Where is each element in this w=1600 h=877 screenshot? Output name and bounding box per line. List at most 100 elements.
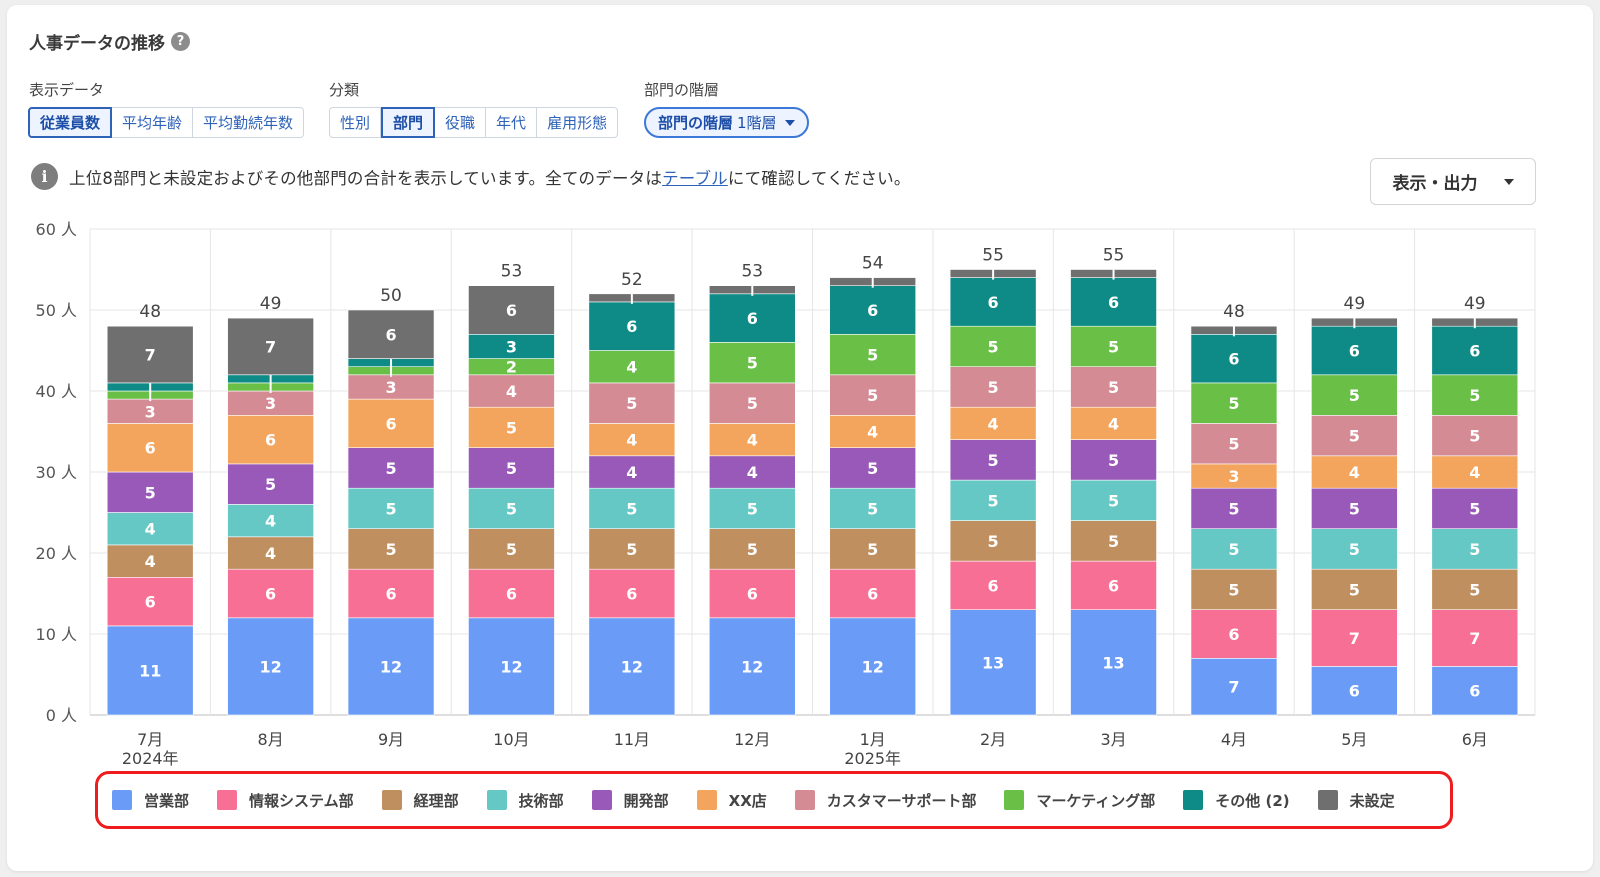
legend-item[interactable]: 営業部 <box>112 790 189 811</box>
legend-item[interactable]: XX店 <box>696 790 767 811</box>
category-option-position[interactable]: 役職 <box>435 107 487 138</box>
bar-segment <box>949 520 1037 562</box>
legend-item[interactable]: マーケティング部 <box>1004 790 1155 811</box>
bar-value-label: 6 <box>626 317 637 336</box>
bar-value-label: 5 <box>867 386 878 405</box>
bar-value-label: 6 <box>1469 342 1480 361</box>
bar-segment <box>227 390 314 416</box>
category-segment: 性別 部門 役職 年代 雇用形態 <box>329 107 619 138</box>
bar-segment <box>1070 560 1157 610</box>
bar-value-label: 5 <box>1349 540 1360 559</box>
bar-value-label: 6 <box>1228 625 1239 644</box>
legend-item[interactable]: 開発部 <box>591 790 669 811</box>
bar-value-label: 4 <box>867 423 878 442</box>
bar-value-label: 5 <box>1228 394 1239 413</box>
bar-segment <box>949 439 1037 481</box>
bar-segment <box>468 406 555 449</box>
bar-value-label: 5 <box>1108 451 1119 470</box>
bar-total-label: 54 <box>862 254 884 274</box>
legend-item[interactable]: カスタマーサポート部 <box>794 790 976 811</box>
bar-value-label: 6 <box>867 585 878 604</box>
bar-segment <box>949 479 1037 521</box>
bar-total-label: 52 <box>621 270 643 290</box>
bar-value-label: 3 <box>506 337 517 356</box>
bar-value-label: 13 <box>1102 653 1124 672</box>
bar-value-label: 5 <box>626 394 637 413</box>
bar-segment <box>468 487 555 530</box>
bar-value-label: 6 <box>626 585 637 604</box>
bar-value-label: 6 <box>385 325 396 344</box>
x-tick-sublabel: 2024年 <box>122 749 179 768</box>
display-option-employees[interactable]: 従業員数 <box>28 107 113 138</box>
bar-segment <box>227 463 314 505</box>
legend-label: 経理部 <box>413 791 459 810</box>
bar-segment <box>347 447 435 489</box>
bar-segment <box>1431 568 1519 611</box>
bar-value-label: 6 <box>145 593 156 612</box>
x-tick-label: 10月 <box>493 730 529 749</box>
bar-value-label: 2 <box>506 358 517 377</box>
legend-label: 未設定 <box>1349 791 1395 810</box>
bar-value-label: 5 <box>988 532 999 551</box>
chart-legend: 営業部 情報システム部 経理部 技術部 開発部 XX店 カスタマーサポート部 マーケティング部… <box>95 771 1453 829</box>
bar-segment <box>1431 374 1519 416</box>
bar-segment <box>1431 609 1519 667</box>
category-option-age-group[interactable]: 年代 <box>486 107 538 138</box>
bar-segment <box>106 471 194 513</box>
x-tick-label: 11月 <box>614 730 650 749</box>
hierarchy-label: 部門の階層 <box>644 81 720 99</box>
bar-value-label: 6 <box>747 309 758 328</box>
legend-item[interactable]: 未設定 <box>1317 790 1395 811</box>
bar-value-label: 5 <box>1469 427 1480 446</box>
bar-value-label: 3 <box>385 378 396 397</box>
bar-segment <box>1190 423 1278 465</box>
bar-value-label: 5 <box>1228 580 1239 599</box>
bar-segment <box>468 285 555 335</box>
category-option-gender[interactable]: 性別 <box>329 107 382 138</box>
bar-segment <box>1311 487 1398 530</box>
bar-value-label: 5 <box>747 499 758 518</box>
legend-label: 開発部 <box>623 791 669 810</box>
y-tick-label: 10 人 <box>36 625 77 644</box>
hierarchy-dropdown[interactable]: 部門の階層 1階層 <box>644 107 809 138</box>
help-icon[interactable]: ? <box>171 32 190 51</box>
bar-value-label: 5 <box>626 499 637 518</box>
bar-segment <box>1431 528 1519 570</box>
bar-value-label: 6 <box>506 585 517 604</box>
bar-segment <box>1190 657 1278 716</box>
bar-value-label: 4 <box>265 544 276 563</box>
bar-segment <box>227 536 314 570</box>
category-option-employment-type[interactable]: 雇用形態 <box>537 107 619 138</box>
display-option-avg-age[interactable]: 平均年齢 <box>112 107 194 138</box>
bar-value-label: 5 <box>1469 540 1480 559</box>
bar-segment <box>106 625 194 716</box>
bar-total-label: 53 <box>501 262 523 282</box>
export-button[interactable]: 表示・出力 <box>1370 158 1536 205</box>
bar-segment <box>1190 333 1278 384</box>
bar-value-label: 5 <box>1228 540 1239 559</box>
bar-segment <box>1070 479 1157 521</box>
legend-item[interactable]: 経理部 <box>381 790 459 811</box>
legend-item[interactable]: その他 (2) <box>1183 790 1290 811</box>
bar-segment <box>227 617 314 716</box>
chart-card: 人事データの推移 ? 表示データ 従業員数 平均年齢 平均勤続年数 分類 性別 … <box>7 5 1593 871</box>
chevron-down-icon <box>784 119 795 126</box>
bar-value-label: 12 <box>621 657 643 676</box>
category-option-department[interactable]: 部門 <box>381 107 436 138</box>
stacked-bar-chart: 0 人 10 人 20 人 30 人 40 人 50 人 60 人 11 6 4 4 5 6 3 7 48 7月… <box>36 220 1536 768</box>
bar-segment <box>1311 666 1398 716</box>
table-link[interactable]: テーブル <box>662 169 728 188</box>
export-button-label: 表示・出力 <box>1392 174 1478 194</box>
bar-segment <box>347 617 435 716</box>
bar-segment <box>106 576 194 627</box>
bar-segment <box>708 617 796 716</box>
bar-value-label: 6 <box>385 585 396 604</box>
legend-item[interactable]: 情報システム部 <box>217 790 354 811</box>
bar-segment <box>1190 487 1278 530</box>
legend-swatch <box>1004 790 1025 810</box>
legend-item[interactable]: 技術部 <box>486 790 564 811</box>
x-tick-label: 9月 <box>378 730 404 749</box>
display-option-avg-tenure[interactable]: 平均勤続年数 <box>193 107 305 138</box>
bar-value-label: 3 <box>265 394 276 413</box>
bar-segment <box>829 374 917 416</box>
